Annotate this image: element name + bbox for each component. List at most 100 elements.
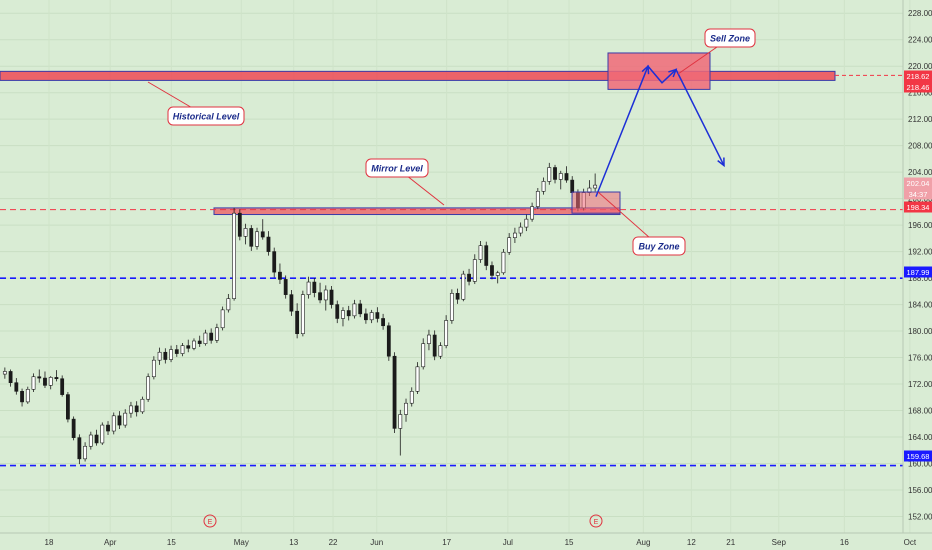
candle [553,164,557,184]
candle [140,396,145,414]
candle-body [226,298,231,311]
candle-body [570,179,575,193]
sell-zone-callout-label: Sell Zone [710,34,750,44]
x-tick-label: Aug [636,538,650,547]
candle [300,290,305,337]
earnings-marker-circle [589,514,603,528]
candle [266,231,271,256]
candle-body [111,415,116,432]
candle [66,391,70,423]
candle [593,173,598,192]
candle-body [564,173,569,181]
time-axis[interactable]: 18 Apr 15 May 13 22 Jun 17 Jul 15 Aug 12 21 Sep 16 Oct [0,532,932,547]
candle-body [243,228,248,237]
candle [163,348,168,364]
candle-body [318,292,322,301]
candle [20,388,24,407]
earnings-marker-circle [203,514,217,528]
y-tick-label: 216.00 [908,89,932,98]
candle-body [364,313,368,321]
candle-body [157,351,162,361]
candle [8,369,13,387]
candle-body [197,340,202,344]
candle-body [312,281,317,293]
y-tick-label: 224.00 [908,36,932,45]
candle [415,362,420,394]
candle [192,338,196,351]
candle-body [283,279,288,295]
candle [283,275,288,299]
candle-body [48,377,53,386]
candle [409,387,414,407]
price-tag: 34:37 [904,188,932,200]
candle [129,401,133,418]
candle [558,170,563,190]
candle-body [272,251,277,273]
candle [455,288,460,304]
y-tick-label: 212.00 [908,115,932,124]
candle [174,344,179,357]
price-tag: 202.04 [904,177,932,189]
candle [547,162,552,185]
candle-body [106,424,110,432]
price-tag-label: 34:37 [909,190,928,199]
candle-body [25,389,30,403]
candle-body [278,271,282,280]
candle-body [186,345,191,349]
candle-body [289,294,294,312]
x-tick-label: 17 [442,538,451,547]
candle-body [386,325,391,357]
price-tag: 159.68 [904,450,932,462]
price-tag: 218.62 [904,70,932,82]
candle [220,306,225,331]
candle [507,233,512,255]
candle-body [541,181,546,192]
y-tick-label: 188.00 [908,274,932,283]
x-tick-label: 15 [565,538,574,547]
candle-body [129,405,133,414]
earnings-marker[interactable]: E [203,514,217,528]
candle-body [472,259,477,282]
candle-body [192,340,196,349]
candle [335,300,340,324]
candle-body [232,212,236,299]
candle-body [501,251,506,274]
x-tick-label: 21 [726,538,735,547]
candle [375,307,380,323]
candle [484,241,489,271]
candle [232,207,236,301]
earnings-marker[interactable]: E [589,514,603,528]
y-tick-label: 172.00 [908,380,932,389]
candle [272,247,277,278]
candle-body [558,173,563,180]
candle [260,219,265,240]
buy-zone-callout-label: Buy Zone [638,242,679,252]
candle-body [14,382,19,392]
candle [243,223,248,245]
price-tag-bg [904,177,932,189]
x-tick-label: 15 [167,538,176,547]
sell-zone [607,52,711,90]
price-axis[interactable]: 228.00 224.00 220.00 216.00 212.00 208.00 204.… [908,9,932,521]
candle [226,293,231,313]
candle-body [306,281,311,295]
candle-body [593,184,598,189]
price-tag: 218.46 [904,81,932,93]
candle-body [94,434,99,444]
candle [169,345,173,363]
candle [341,307,345,327]
candle [77,434,82,465]
candles-layer [2,162,598,465]
candle [427,329,431,351]
candle [323,285,328,311]
candle [541,177,546,195]
mirror-level-callout: Mirror Level [365,158,445,206]
candle-body [467,273,471,282]
candle [43,371,47,388]
price-tag-bg [904,201,932,213]
mirror-level-callout-box [365,158,429,178]
candle-body [180,345,185,354]
candle-body [169,349,173,360]
candle [255,227,259,250]
